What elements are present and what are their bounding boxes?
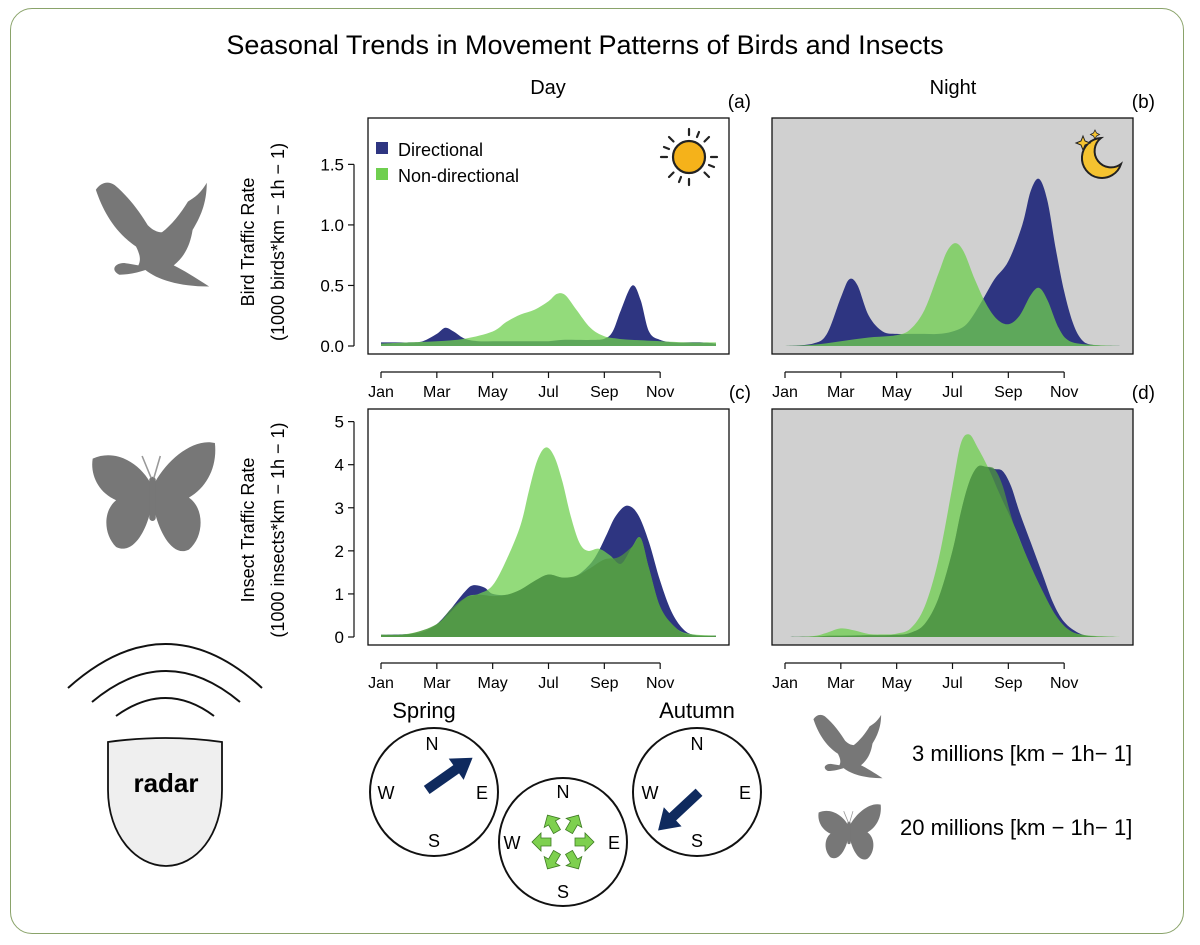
panel-b-x-tick-label: Jul bbox=[942, 384, 962, 401]
panel-d-area-overlap bbox=[785, 465, 1120, 637]
bird-ylabel-line2: (1000 birds*km − 1h − 1) bbox=[268, 143, 288, 341]
panel-d-label: (d) bbox=[1132, 383, 1155, 404]
panel-d-border bbox=[771, 408, 1134, 646]
compass-nondirectional: N E S W bbox=[498, 777, 628, 907]
panel-c-border bbox=[367, 408, 730, 646]
panel-a-area-non-directional bbox=[381, 293, 716, 346]
legend-swatch-directional bbox=[376, 142, 388, 154]
panel-b-x-tick-label: Sep bbox=[994, 384, 1023, 401]
panel-a-x-tick-label: Sep bbox=[590, 384, 619, 401]
panel-c-y-tick-label: 1 bbox=[335, 585, 344, 604]
panel-c-y-tick-label: 3 bbox=[335, 499, 344, 518]
panel-a-border bbox=[367, 117, 730, 355]
panel-a-area-directional bbox=[381, 285, 716, 346]
panel-b-border bbox=[771, 117, 1134, 355]
panel-c-x-tick-label: Jul bbox=[538, 675, 558, 692]
compass-nondirectional-n: N bbox=[557, 782, 570, 802]
panel-c-x-tick-label: Sep bbox=[590, 675, 619, 692]
compass-autumn-n: N bbox=[691, 734, 704, 754]
panel-c-label: (c) bbox=[729, 383, 751, 404]
legend-label-directional: Directional bbox=[398, 140, 483, 160]
sun-icon bbox=[659, 127, 719, 187]
radar-wave-middle bbox=[91, 670, 241, 703]
panel-c-x-tick-label: Mar bbox=[423, 675, 451, 692]
radar-dish bbox=[107, 737, 223, 867]
radar-wave-outer bbox=[67, 643, 263, 689]
panel-d-x-tick-label: May bbox=[882, 675, 912, 692]
panel-c-y-tick-label: 2 bbox=[335, 542, 344, 561]
panel-b-label: (b) bbox=[1132, 92, 1155, 113]
scale-butterfly-icon bbox=[817, 803, 882, 860]
scale-bird-icon bbox=[813, 714, 883, 779]
panel-c-y-tick-label: 0 bbox=[335, 628, 344, 647]
panel-c-x-tick-label: Jan bbox=[368, 675, 394, 692]
radar-icon bbox=[67, 643, 263, 867]
radar-label: radar bbox=[133, 768, 198, 798]
compass-autumn-w: W bbox=[642, 783, 659, 803]
panel-a-y-tick-label: 0.5 bbox=[320, 276, 344, 295]
panel-d-x-tick-label: Sep bbox=[994, 675, 1023, 692]
panel-a-x-tick-label: Nov bbox=[646, 384, 674, 401]
column-label-night: Night bbox=[930, 77, 977, 99]
legend-swatch-nondirectional bbox=[376, 168, 388, 180]
panel-c-x-tick-label: May bbox=[478, 675, 508, 692]
panel-d-x-tick-label: Jan bbox=[772, 675, 798, 692]
radar-wave-inner bbox=[115, 697, 215, 717]
panel-c-y-tick-label: 5 bbox=[335, 413, 344, 432]
legend: Directional Non-directional bbox=[376, 140, 519, 186]
panel-a-x-tick-label: Jul bbox=[538, 384, 558, 401]
compass-spring-e: E bbox=[476, 783, 488, 803]
insect-ylabel-line2: (1000 insects*km − 1h − 1) bbox=[268, 422, 288, 637]
panel-d-x-tick-label: Mar bbox=[827, 675, 855, 692]
panel-d-x-tick-label: Nov bbox=[1050, 675, 1078, 692]
compass-autumn: N E S W bbox=[632, 727, 762, 857]
compass-nondirectional-arrows bbox=[531, 814, 595, 870]
panel-b-x-tick-label: Jan bbox=[772, 384, 798, 401]
compass-nondirectional-e: E bbox=[608, 833, 620, 853]
figure-title: Seasonal Trends in Movement Patterns of … bbox=[226, 30, 943, 60]
compass-spring: N E S W bbox=[369, 727, 499, 857]
panel-b-x-tick-label: Nov bbox=[1050, 384, 1078, 401]
compass-autumn-arrow bbox=[658, 788, 703, 831]
compass-nondirectional-w: W bbox=[504, 833, 521, 853]
legend-label-nondirectional: Non-directional bbox=[398, 166, 519, 186]
panel-a-x-tick-label: May bbox=[478, 384, 508, 401]
bird-icon bbox=[95, 182, 210, 287]
scale-insects-label: 20 millions [km − 1h− 1] bbox=[900, 815, 1132, 840]
panel-a-x-tick-label: Jan bbox=[368, 384, 394, 401]
panel-a-label: (a) bbox=[728, 92, 751, 113]
panel-b-x-tick-label: May bbox=[882, 384, 912, 401]
panel-a-y-tick-label: 1.5 bbox=[320, 155, 344, 174]
moon-stars-icon bbox=[1074, 129, 1123, 179]
bird-ylabel-line1: Bird Traffic Rate bbox=[238, 178, 258, 307]
scale-birds-label: 3 millions [km − 1h− 1] bbox=[912, 741, 1132, 766]
figure-frame bbox=[10, 8, 1184, 934]
panel-d-x-tick-label: Jul bbox=[942, 675, 962, 692]
compass-spring-w: W bbox=[378, 783, 395, 803]
compass-autumn-e: E bbox=[739, 783, 751, 803]
panel-c-y-tick-label: 4 bbox=[335, 456, 344, 475]
column-label-day: Day bbox=[530, 77, 566, 99]
panel-c-area-overlap bbox=[381, 537, 716, 637]
compass-nondirectional-ring bbox=[498, 777, 628, 907]
panel-a-x-tick-label: Mar bbox=[423, 384, 451, 401]
compass-spring-s: S bbox=[428, 831, 440, 851]
panel-b-x-tick-label: Mar bbox=[827, 384, 855, 401]
panel-c-x-tick-label: Nov bbox=[646, 675, 674, 692]
autumn-label: Autumn bbox=[659, 698, 735, 723]
panel-b-area-non-directional bbox=[785, 243, 1120, 346]
panel-a-y-tick-label: 0.0 bbox=[320, 337, 344, 356]
panel-a-y-tick-label: 1.0 bbox=[320, 216, 344, 235]
insect-ylabel-line1: Insect Traffic Rate bbox=[238, 458, 258, 603]
compass-spring-arrow bbox=[423, 757, 473, 795]
compass-spring-n: N bbox=[426, 734, 439, 754]
compass-nondirectional-s: S bbox=[557, 882, 569, 902]
compass-autumn-s: S bbox=[691, 831, 703, 851]
spring-label: Spring bbox=[392, 698, 456, 723]
butterfly-icon bbox=[91, 441, 217, 552]
